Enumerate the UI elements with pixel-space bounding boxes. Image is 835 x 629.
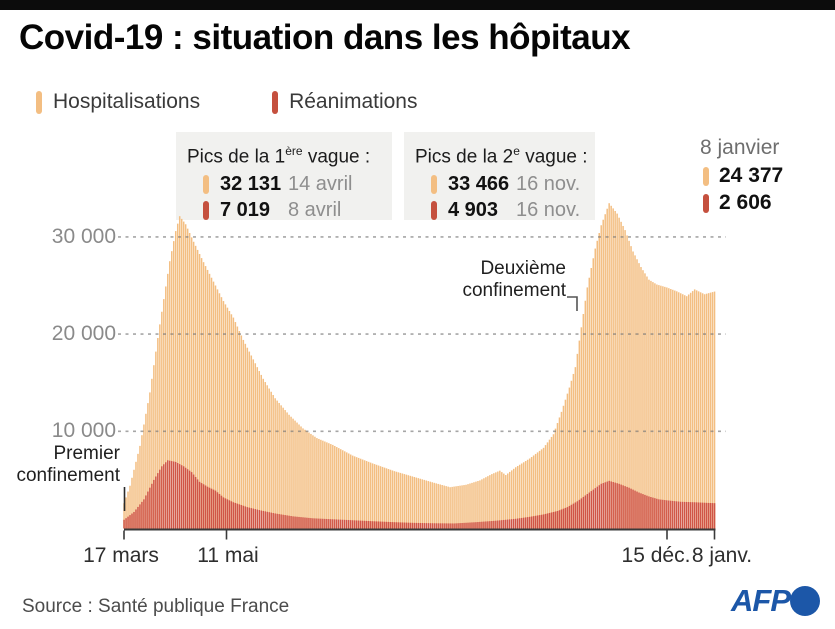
latest-value: 24 377	[719, 164, 784, 187]
page-title: Covid-19 : situation dans les hôpitaux	[19, 18, 631, 57]
afp-logo-circle-icon	[790, 586, 820, 616]
latest-value: 2 606	[719, 191, 772, 214]
y-tick-20000: 20 000	[51, 322, 116, 345]
peak-date: 16 nov.	[516, 199, 581, 222]
latest-date-title: 8 janvier	[700, 136, 780, 159]
peak-value: 32 131	[220, 173, 282, 196]
y-tick-10000: 10 000	[51, 419, 116, 442]
hospitalisations-bars	[123, 203, 716, 529]
source-credit: Source : Santé publique France	[22, 596, 290, 617]
reanimations-marker-icon	[703, 193, 709, 213]
latest-reanimations-row: 2 606	[700, 192, 783, 214]
peak-value: 33 466	[448, 173, 510, 196]
hospitalisations-marker-icon	[36, 90, 42, 114]
peak-date: 16 nov.	[516, 173, 581, 196]
x-tick-8-janv: 8 janv.	[691, 544, 753, 567]
hospitalisations-marker-icon	[431, 174, 437, 194]
legend-label: Hospitalisations	[53, 90, 201, 113]
wave1-reanimations-row: 7 019 8 avril	[187, 199, 381, 221]
x-axis	[123, 528, 716, 540]
wave2-hospitalisations-row: 33 466 16 nov.	[415, 173, 584, 195]
latest-hospitalisations-row: 24 377	[700, 165, 783, 187]
legend-item-hospitalisations: Hospitalisations	[36, 90, 200, 114]
first-lockdown-annotation: Premier confinement	[16, 443, 120, 486]
peak-value: 4 903	[448, 199, 499, 222]
wave1-hospitalisations-row: 32 131 14 avril	[187, 173, 381, 195]
wave2-reanimations-row: 4 903 16 nov.	[415, 199, 584, 221]
peak-date: 14 avril	[288, 173, 353, 196]
hospitalisations-marker-icon	[703, 166, 709, 186]
peak-date: 8 avril	[288, 199, 342, 222]
wave2-peaks-title: Pics de la 2e vague :	[415, 144, 588, 168]
wave2-peaks-box: Pics de la 2e vague : 33 466 16 nov. 4 9…	[404, 132, 595, 221]
second-lockdown-annotation: Deuxième confinement	[462, 258, 566, 301]
ranimations-bars	[123, 460, 716, 529]
y-tick-30000: 30 000	[51, 225, 116, 248]
peak-value: 7 019	[220, 199, 271, 222]
wave1-peaks-box: Pics de la 1ère vague : 32 131 14 avril …	[176, 132, 392, 221]
x-tick-15-dec: 15 déc.	[621, 544, 691, 567]
reanimations-marker-icon	[203, 200, 209, 220]
x-tick-11-mai: 11 mai	[197, 544, 259, 567]
reanimations-marker-icon	[272, 90, 279, 114]
afp-logo: AFP	[731, 583, 791, 618]
lockdown-pointers	[123, 296, 578, 511]
x-tick-17-mars: 17 mars	[83, 544, 159, 567]
wave1-peaks-title: Pics de la 1ère vague :	[187, 144, 371, 168]
top-bar	[0, 0, 835, 10]
chart-legend: Hospitalisations Réanimations	[36, 90, 417, 114]
legend-label: Réanimations	[289, 90, 418, 113]
reanimations-marker-icon	[431, 200, 437, 220]
hospitalisations-marker-icon	[203, 174, 209, 194]
legend-item-reanimations: Réanimations	[272, 90, 417, 114]
latest-values-annotation: 8 janvier 24 377 2 606	[700, 136, 783, 214]
